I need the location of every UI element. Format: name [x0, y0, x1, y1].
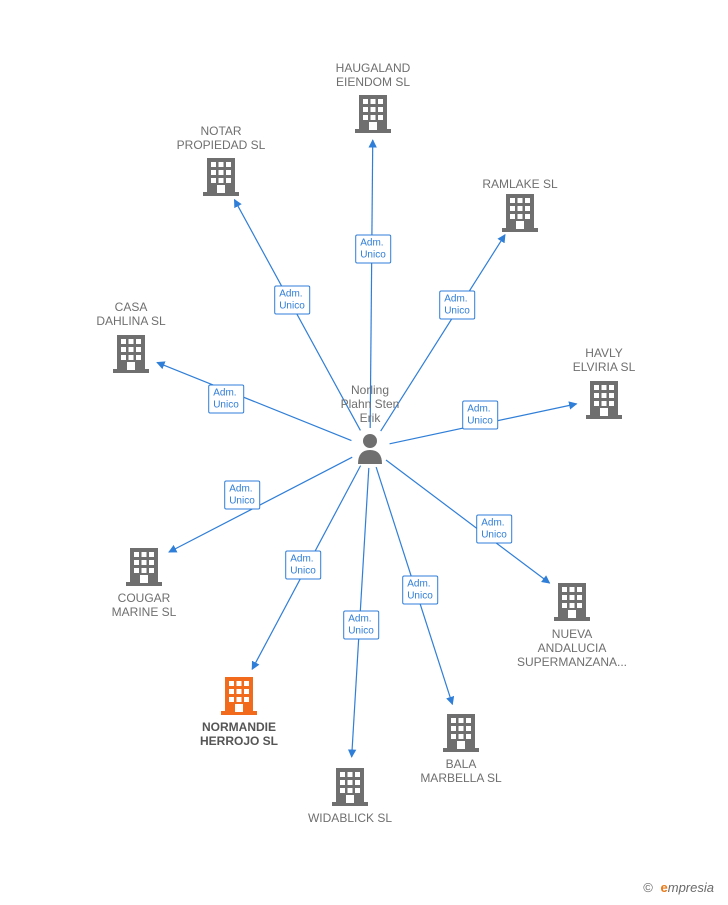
edge-line — [169, 457, 352, 552]
building-icon — [355, 91, 391, 133]
building-icon — [126, 544, 162, 586]
brand-e: e — [661, 880, 668, 895]
building-icon — [554, 579, 590, 621]
building-icon — [203, 154, 239, 196]
edge-label: Adm. Unico — [402, 576, 438, 605]
node-label: NUEVA ANDALUCIA SUPERMANZANA... — [517, 628, 627, 669]
edge-label: Adm. Unico — [476, 515, 512, 544]
building-icon — [221, 673, 257, 715]
footer-credit: © empresia — [643, 880, 714, 895]
node-label: HAVLY ELVIRIA SL — [573, 347, 635, 375]
edge-label: Adm. Unico — [285, 551, 321, 580]
edge-line — [386, 460, 550, 583]
edge-line — [157, 362, 351, 440]
node-label: HAUGALAND EIENDOM SL — [336, 62, 411, 90]
edge-label: Adm. Unico — [274, 286, 310, 315]
node-label: COUGAR MARINE SL — [112, 592, 177, 620]
node-label: NOTAR PROPIEDAD SL — [177, 125, 266, 153]
building-icon — [502, 190, 538, 232]
brand-rest: mpresia — [668, 880, 714, 895]
node-label: BALA MARBELLA SL — [420, 758, 501, 786]
node-label: WIDABLICK SL — [308, 812, 392, 826]
person-icon — [356, 432, 384, 464]
node-label: NORMANDIE HERROJO SL — [200, 721, 278, 749]
edge-label: Adm. Unico — [343, 611, 379, 640]
network-diagram: Adm. Unico Adm. Unico Adm. Unico Adm. Unico… — [0, 0, 728, 905]
building-icon — [443, 710, 479, 752]
building-icon — [332, 764, 368, 806]
center-label: Norling Plahn Sten Erik — [341, 384, 400, 425]
edge-label: Adm. Unico — [355, 235, 391, 264]
edge-label: Adm. Unico — [462, 401, 498, 430]
node-label: CASA DAHLINA SL — [96, 301, 165, 329]
edge-label: Adm. Unico — [208, 385, 244, 414]
edge-label: Adm. Unico — [439, 291, 475, 320]
building-icon — [113, 331, 149, 373]
copyright-symbol: © — [643, 880, 653, 895]
edge-label: Adm. Unico — [224, 481, 260, 510]
building-icon — [586, 377, 622, 419]
